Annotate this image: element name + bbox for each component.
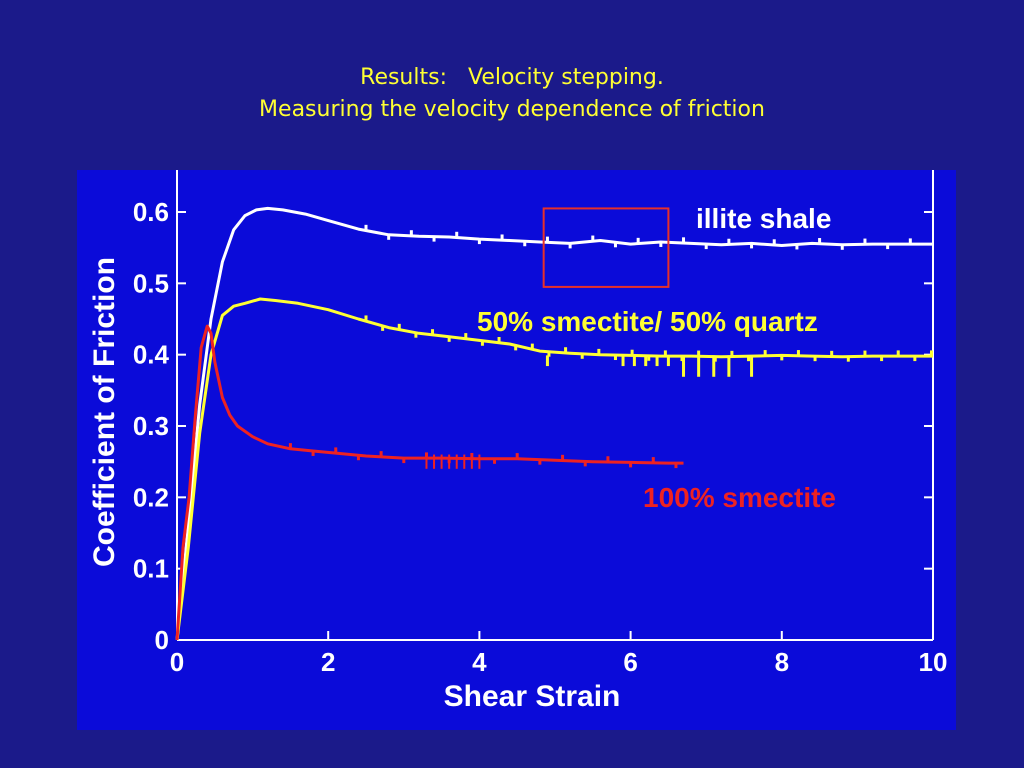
x-tick-label: 10: [919, 647, 948, 677]
series-line-100-smectite: [175, 324, 684, 641]
y-tick-label: 0.3: [133, 411, 169, 441]
slide-title: Results: Velocity stepping. Measuring th…: [0, 62, 1024, 126]
series-label-smectite-quartz: 50% smectite/ 50% quartz: [477, 306, 818, 337]
highlight-box: [542, 207, 670, 288]
x-tick-label: 6: [623, 647, 637, 677]
x-tick-label: 8: [775, 647, 789, 677]
x-tick-label: 0: [170, 647, 184, 677]
y-tick-label: 0.4: [133, 340, 170, 370]
series-label-100-smectite: 100% smectite: [643, 482, 837, 513]
slide-title-line2: Measuring the velocity dependence of fri…: [259, 97, 765, 122]
y-axis-label: Coefficient of Friction: [88, 257, 121, 567]
slide-title-line1: Results: Velocity stepping.: [360, 65, 664, 90]
y-tick-label: 0.5: [133, 268, 169, 298]
x-axis-label: Shear Strain: [443, 680, 621, 713]
series-line-illite-shale: [175, 206, 933, 641]
chart-svg: 0 0.1 0.2 0.3 0.4 0.5 0.6 0 2 4 6 8 10: [133, 170, 948, 677]
y-tick-label: 0: [155, 625, 169, 655]
series-label-illite-shale: illite shale: [696, 203, 832, 234]
series-line-50-smectite-50-quartz: [175, 297, 933, 641]
y-tick-label: 0.6: [133, 197, 169, 227]
y-tick-label: 0.2: [133, 482, 169, 512]
y-tick-label: 0.1: [133, 554, 169, 584]
x-tick-label: 2: [321, 647, 335, 677]
friction-chart: 0 0.1 0.2 0.3 0.4 0.5 0.6 0 2 4 6 8 10: [77, 170, 956, 730]
x-tick-label: 4: [472, 647, 487, 677]
